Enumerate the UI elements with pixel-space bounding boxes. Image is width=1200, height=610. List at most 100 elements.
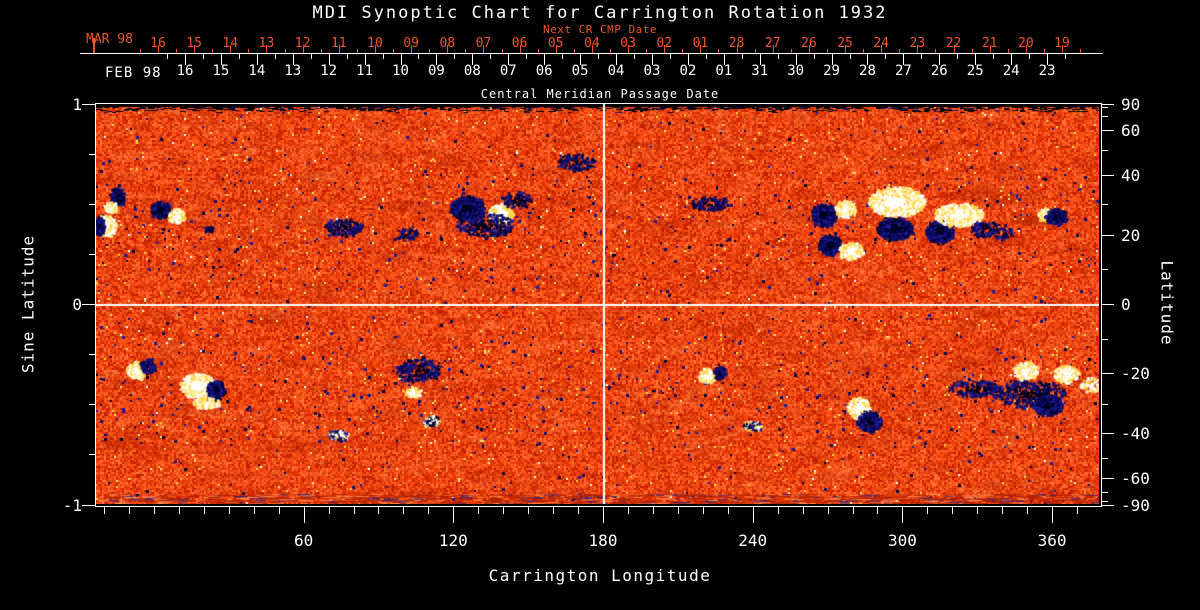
lat-tick-label: -60: [1121, 468, 1150, 488]
feb-day-label: 01: [715, 63, 733, 79]
mar-day-tick: [158, 45, 159, 53]
mar-day-tick: [483, 45, 485, 53]
lat-tick-label: 20: [1121, 226, 1141, 246]
mar-day-tick: [374, 45, 376, 53]
feb-day-tick: [256, 54, 258, 65]
lon-tick: [503, 506, 505, 514]
mar-day-label: 24: [873, 36, 890, 51]
feb-minor-tick: [741, 54, 743, 59]
mar-day-tick: [1025, 45, 1027, 53]
feb-minor-tick: [167, 54, 169, 59]
feb-day-label: 24: [1002, 63, 1020, 79]
mar-day-tick: [266, 45, 268, 53]
lon-tick: [603, 506, 604, 523]
sinelat-tick-label: 0: [72, 295, 82, 314]
mar-day-label: 21: [981, 36, 998, 51]
feb-day-tick: [400, 54, 402, 65]
feb-day-label: 04: [607, 63, 625, 79]
mar-minor-tick: [1080, 49, 1082, 53]
mar-day-tick: [845, 45, 847, 53]
mar-minor-tick: [429, 49, 431, 53]
lon-tick: [253, 506, 255, 514]
feb-day-label: 28: [859, 63, 876, 79]
lat-tick: [1101, 404, 1108, 406]
mar-minor-tick: [320, 49, 322, 53]
lon-tick: [303, 506, 305, 523]
mar-minor-tick: [248, 49, 250, 53]
mar-minor-tick: [682, 49, 684, 53]
lon-tick: [1077, 506, 1079, 514]
sinelat-tick: [82, 304, 95, 305]
feb-day-label: 23: [1038, 63, 1056, 79]
lat-tick: [1101, 477, 1114, 479]
mar-day-tick: [772, 45, 774, 53]
feb-minor-tick: [454, 54, 456, 59]
mar-day-tick: [338, 45, 340, 53]
feb-minor-tick: [1065, 54, 1067, 59]
feb-minor-tick: [634, 54, 635, 59]
lat-tick: [1101, 501, 1108, 503]
feb-minor-tick: [669, 54, 671, 59]
feb-day-tick: [759, 54, 761, 65]
mar-day-tick: [700, 45, 702, 53]
lat-tick: [1101, 338, 1108, 340]
feb-day-label: 03: [643, 63, 661, 79]
feb-day-tick: [436, 54, 438, 65]
mar-minor-tick: [1007, 49, 1009, 53]
mar-day-label: 08: [439, 36, 456, 51]
feb-minor-tick: [921, 54, 923, 59]
lat-tick: [1101, 492, 1108, 494]
mar-minor-tick: [573, 49, 575, 53]
lat-tick: [1101, 504, 1114, 506]
feb-day-tick: [364, 54, 366, 65]
mar-day-label: 26: [801, 36, 817, 51]
cmp-date-axis-title: Central Meridian Passage Date: [480, 87, 720, 101]
feb-minor-tick: [777, 54, 779, 59]
feb-minor-tick: [993, 54, 995, 59]
mar-day-label: 28: [728, 36, 745, 51]
feb-day-tick: [903, 54, 905, 65]
feb-day-tick: [867, 54, 869, 65]
mar-minor-tick: [646, 49, 648, 53]
right-y-axis-title: Latitude: [1157, 260, 1177, 346]
mar-day-label: 02: [656, 36, 673, 51]
feb-minor-tick: [526, 54, 528, 59]
mar-day-label: 12: [294, 36, 311, 51]
feb-day-label: 07: [499, 63, 517, 79]
feb-day-label: 11: [356, 63, 374, 79]
mar-minor-tick: [935, 49, 937, 53]
mar-day-tick: [411, 45, 413, 53]
feb-minor-tick: [705, 54, 707, 59]
chart-title: MDI Synoptic Chart for Carrington Rotati…: [312, 3, 888, 23]
feb-day-label: 09: [428, 63, 445, 79]
mar-day-label: 05: [547, 36, 564, 51]
feb-day-tick: [292, 54, 294, 65]
next-cr-cmp-date-label: Next CR CMP Date: [543, 23, 657, 36]
lon-tick: [702, 506, 704, 514]
sinelat-tick: [89, 354, 95, 356]
mar-minor-tick: [899, 49, 901, 53]
mar-minor-tick: [139, 49, 141, 53]
mar-minor-tick: [863, 49, 865, 53]
feb-day-tick: [975, 54, 977, 65]
feb-day-tick: [687, 54, 689, 65]
feb-day-label: 30: [787, 63, 805, 79]
lon-tick: [403, 506, 405, 514]
lon-tick: [228, 506, 230, 514]
mar-day-tick: [302, 45, 304, 53]
mar-day-label: 19: [1054, 36, 1070, 51]
feb-minor-tick: [274, 54, 276, 59]
feb-minor-tick: [382, 54, 384, 59]
mar-minor-tick: [212, 49, 214, 53]
mar-minor-tick: [826, 49, 828, 53]
left-y-axis-title: Sine Latitude: [18, 234, 38, 374]
feb-day-tick: [185, 54, 186, 65]
lon-tick: [353, 506, 355, 514]
sinelat-tick: [89, 404, 95, 406]
mar-minor-tick: [356, 49, 358, 53]
feb-minor-tick: [813, 54, 815, 59]
feb-minor-tick: [849, 54, 851, 59]
lat-tick: [1101, 130, 1114, 132]
lat-tick: [1101, 106, 1108, 108]
feb-day-label: 31: [751, 63, 769, 79]
